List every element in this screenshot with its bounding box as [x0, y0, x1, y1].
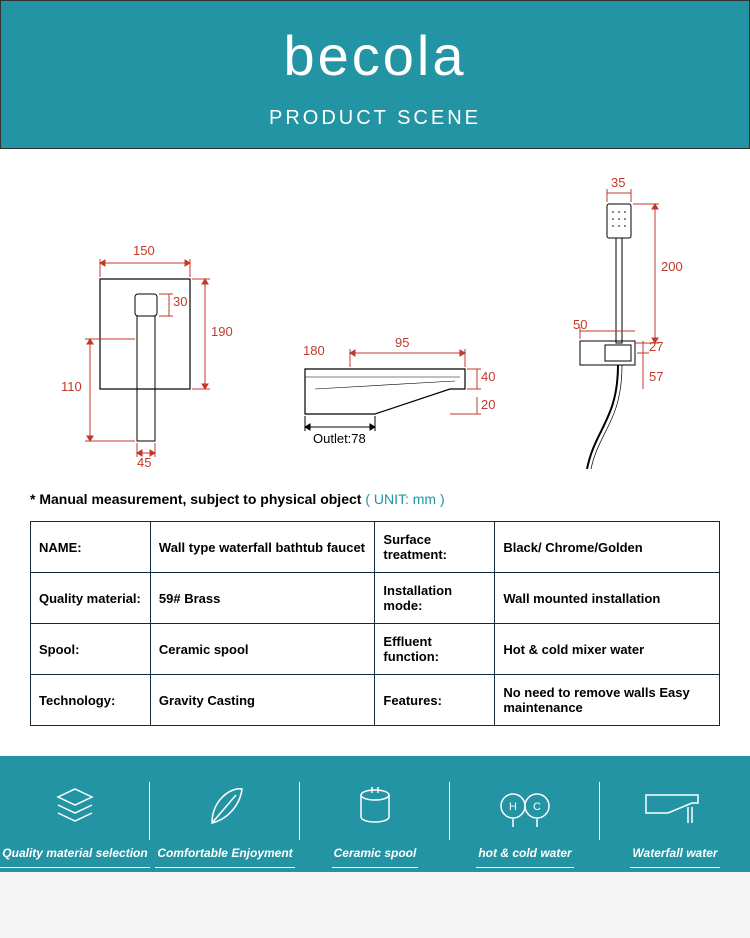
product-scene-card: becola PRODUCT SCENE	[0, 0, 750, 872]
diagram-spout: 180 95 40 20 Outlet:78	[285, 319, 495, 469]
dim-spout-top: 95	[395, 335, 409, 350]
dimension-diagrams: 150 190 30 110 45	[0, 149, 750, 479]
spec-value: Gravity Casting	[150, 675, 375, 726]
spec-row: NAME:Wall type waterfall bathtub faucetS…	[31, 522, 720, 573]
header-banner: becola PRODUCT SCENE	[0, 0, 750, 149]
feather-icon	[200, 778, 250, 834]
dim-hand-mount-h: 57	[649, 369, 663, 384]
dim-valve-w: 150	[133, 243, 155, 258]
spec-label: NAME:	[31, 522, 151, 573]
spec-value: No need to remove walls Easy maintenance	[495, 675, 720, 726]
dim-hand-inner: 27	[649, 339, 663, 354]
dim-spout-lip: 20	[481, 397, 495, 412]
dim-valve-handle-w: 45	[137, 455, 151, 470]
dim-hand-head: 35	[611, 175, 625, 190]
dim-valve-handle-h: 110	[61, 379, 82, 394]
waterfall-icon	[640, 778, 710, 834]
spool-icon	[350, 778, 400, 834]
svg-text:becola: becola	[283, 31, 466, 87]
measurement-note: * Manual measurement, subject to physica…	[0, 479, 750, 515]
header-subtitle: PRODUCT SCENE	[1, 107, 749, 130]
spec-label: Features:	[375, 675, 495, 726]
spec-value: Wall type waterfall bathtub faucet	[150, 522, 375, 573]
feature-footer: Quality material selection Comfortable E…	[0, 756, 750, 872]
spec-value: Ceramic spool	[150, 624, 375, 675]
svg-text:H: H	[509, 801, 517, 813]
spec-row: Technology:Gravity CastingFeatures:No ne…	[31, 675, 720, 726]
dim-spout-h: 40	[481, 369, 495, 384]
feature-material: Quality material selection	[0, 778, 150, 868]
note-text: * Manual measurement, subject to physica…	[30, 491, 361, 507]
layers-icon	[50, 778, 100, 834]
spec-value: Hot & cold mixer water	[495, 624, 720, 675]
dim-valve-h: 190	[211, 324, 233, 339]
spec-value: Wall mounted installation	[495, 573, 720, 624]
spec-table: NAME:Wall type waterfall bathtub faucetS…	[30, 521, 720, 726]
hotcold-icon: H C	[495, 778, 555, 834]
dim-valve-knob: 30	[173, 294, 187, 309]
spec-value: 59# Brass	[150, 573, 375, 624]
note-unit: ( UNIT: mm )	[365, 491, 444, 507]
diagram-valve: 150 190 30 110 45	[55, 239, 235, 469]
diagram-handshower: 35 200 50 27 57	[545, 179, 695, 469]
feature-waterfall: Waterfall water	[600, 778, 750, 868]
spec-label: Effluent function:	[375, 624, 495, 675]
feature-comfort: Comfortable Enjoyment	[150, 778, 300, 868]
spec-value: Black/ Chrome/Golden	[495, 522, 720, 573]
spec-row: Spool:Ceramic spoolEffluent function:Hot…	[31, 624, 720, 675]
dim-hand-mount-w: 50	[573, 317, 587, 332]
feature-hotcold: H C hot & cold water	[450, 778, 600, 868]
spec-label: Surface treatment:	[375, 522, 495, 573]
dim-spout-depth: 180	[303, 343, 325, 358]
spec-label: Spool:	[31, 624, 151, 675]
svg-text:C: C	[533, 801, 541, 813]
spec-label: Installation mode:	[375, 573, 495, 624]
dim-hand-len: 200	[661, 259, 683, 274]
spec-label: Technology:	[31, 675, 151, 726]
dim-spout-outlet: Outlet:78	[313, 431, 366, 446]
spec-row: Quality material:59# BrassInstallation m…	[31, 573, 720, 624]
spec-label: Quality material:	[31, 573, 151, 624]
brand-logo: becola	[1, 31, 749, 103]
feature-spool: Ceramic spool	[300, 778, 450, 868]
